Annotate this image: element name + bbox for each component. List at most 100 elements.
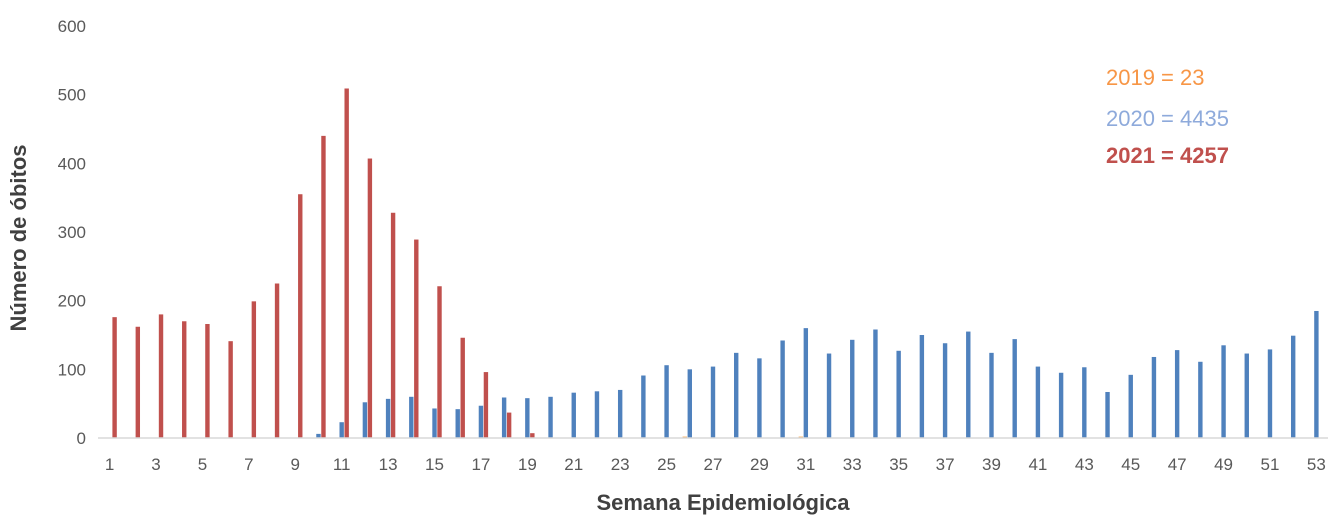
x-tick-label: 49	[1214, 455, 1233, 474]
bar-2020-week-38	[966, 331, 971, 438]
bar-2020-week-52	[1290, 335, 1296, 438]
bar-2021-week-17	[483, 372, 489, 438]
x-tick-label: 21	[564, 455, 583, 474]
x-tick-label: 29	[750, 455, 769, 474]
bar-2020-week-21	[571, 392, 576, 438]
bar-2020-week-36	[919, 335, 925, 438]
bar-2020-week-26	[687, 369, 692, 438]
bar-2020-week-27	[710, 366, 716, 438]
bar-2020-week-49	[1221, 345, 1226, 438]
bar-2020-week-39	[989, 352, 994, 438]
bar-2021-week-15	[437, 286, 442, 438]
y-axis-ticks: 0 100 200 300 400 500 600	[58, 17, 86, 448]
bar-2020-week-15	[432, 408, 437, 438]
x-tick-label: 39	[982, 455, 1001, 474]
bar-2021-week-18	[506, 412, 512, 438]
x-tick-label: 25	[657, 455, 676, 474]
bar-2020-week-19	[525, 398, 530, 438]
bar-2020-week-44	[1105, 391, 1110, 438]
bar-2020-week-46	[1151, 356, 1157, 438]
y-tick-label: 400	[58, 154, 86, 173]
x-axis-ticks: 1 3 5 7 9 11 13 15 17 19 21 23 25 27 29 31 33 35 37 39 41 43 4…	[105, 455, 1326, 474]
x-tick-label: 11	[333, 455, 351, 474]
bar-2020-week-20	[548, 396, 553, 438]
bar-2020-week-40	[1012, 339, 1017, 438]
x-tick-label: 33	[843, 455, 862, 474]
x-tick-label: 45	[1121, 455, 1140, 474]
legend-2019: 2019 = 23	[1106, 65, 1205, 90]
x-tick-label: 27	[704, 455, 723, 474]
bar-2020-week-42	[1058, 372, 1064, 438]
y-tick-label: 300	[58, 223, 86, 242]
bar-2021-week-5	[205, 324, 210, 438]
x-tick-label: 17	[471, 455, 490, 474]
x-tick-label: 43	[1075, 455, 1094, 474]
bar-2020-week-22	[594, 391, 600, 438]
bar-2020-week-43	[1082, 367, 1087, 438]
bar-2021-week-13	[390, 212, 396, 438]
bar-2020-week-53	[1314, 310, 1319, 438]
bar-2020-week-29	[757, 358, 762, 438]
bar-2020-week-34	[873, 329, 878, 438]
x-tick-label: 23	[611, 455, 630, 474]
bar-2020-week-32	[826, 353, 832, 438]
x-axis-title: Semana Epidemiológica	[596, 490, 850, 515]
legend-2020: 2020 = 4435	[1106, 106, 1229, 131]
bar-2021-week-6	[228, 341, 233, 438]
x-tick-label: 9	[291, 455, 300, 474]
bar-2020-week-30	[780, 340, 785, 438]
bar-2021-week-2	[135, 326, 141, 438]
x-tick-label: 35	[889, 455, 908, 474]
legend-2021: 2021 = 4257	[1106, 143, 1229, 168]
bar-2020-week-12	[362, 402, 368, 438]
bar-2021-week-4	[182, 321, 187, 438]
x-tick-label: 7	[244, 455, 253, 474]
x-tick-label: 53	[1307, 455, 1326, 474]
bar-2020-week-11	[339, 422, 344, 438]
x-tick-label: 3	[151, 455, 160, 474]
x-tick-label: 13	[379, 455, 398, 474]
bar-2020-week-24	[641, 375, 646, 438]
y-tick-label: 0	[77, 429, 86, 448]
y-tick-label: 500	[58, 86, 86, 105]
bar-2020-week-25	[664, 365, 669, 438]
bar-2020-week-41	[1035, 366, 1041, 438]
y-tick-label: 600	[58, 17, 86, 36]
x-tick-label: 1	[105, 455, 114, 474]
bar-2021-week-12	[367, 158, 373, 438]
bar-2020-week-13	[385, 398, 391, 438]
bar-2020-week-17	[478, 405, 484, 438]
x-tick-label: 19	[518, 455, 537, 474]
bar-2020-week-35	[896, 350, 901, 438]
bar-2021-week-11	[344, 88, 349, 439]
bar-2020-week-51	[1267, 349, 1273, 438]
bar-2020-week-14	[409, 396, 414, 438]
bar-2021-week-10	[321, 135, 326, 438]
bar-2021-week-8	[274, 283, 280, 438]
y-axis-title: Número de óbitos	[6, 144, 31, 331]
bar-2020-week-10	[316, 433, 321, 438]
bar-2021-week-7	[251, 301, 257, 438]
bar-2020-week-28	[734, 352, 739, 438]
bar-2020-week-48	[1198, 361, 1203, 438]
bar-2020-week-16	[455, 409, 460, 438]
x-tick-label: 47	[1168, 455, 1187, 474]
bar-2020-week-37	[942, 343, 948, 438]
x-tick-label: 15	[425, 455, 444, 474]
x-tick-label: 31	[796, 455, 815, 474]
bar-2021-week-16	[460, 337, 465, 438]
bar-2020-week-47	[1174, 350, 1180, 438]
x-tick-label: 41	[1028, 455, 1047, 474]
bar-2020-week-31	[803, 328, 809, 438]
bar-2020-week-23	[617, 389, 623, 438]
x-tick-label: 37	[936, 455, 955, 474]
bar-2021-week-1	[112, 317, 117, 438]
x-tick-label: 5	[198, 455, 207, 474]
x-tick-label: 51	[1261, 455, 1280, 474]
bar-2021-week-3	[158, 314, 164, 438]
bar-2021-week-14	[414, 239, 419, 438]
bar-2020-week-50	[1244, 353, 1249, 438]
bar-2020-week-45	[1128, 374, 1133, 438]
y-tick-label: 100	[58, 360, 86, 379]
